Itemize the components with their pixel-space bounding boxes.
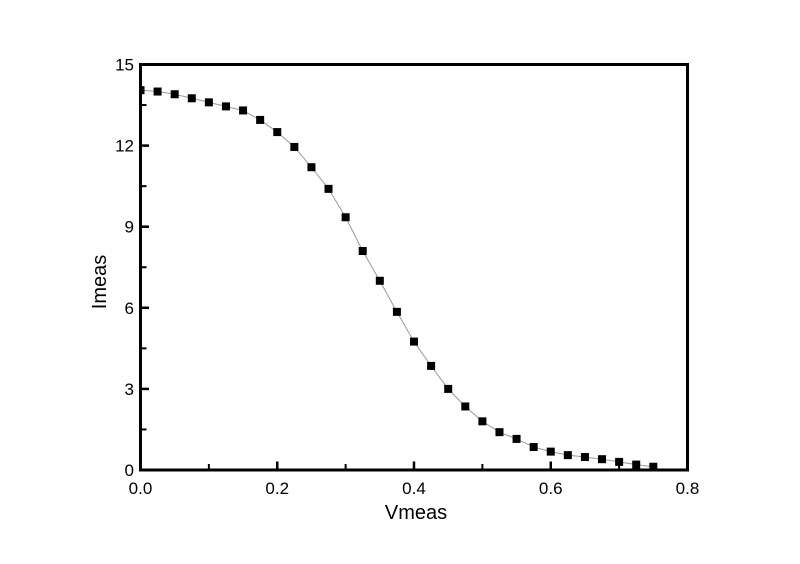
data-point-marker bbox=[142, 86, 145, 95]
x-tick-label: 0.2 bbox=[265, 479, 289, 498]
data-point-marker bbox=[495, 428, 504, 437]
y-tick-labels: 0 3 6 9 12 15 bbox=[115, 56, 134, 481]
data-point-marker bbox=[546, 447, 555, 456]
data-point-marker bbox=[256, 115, 265, 124]
data-point-marker bbox=[632, 460, 641, 469]
data-point-marker bbox=[341, 213, 350, 222]
data-point-marker bbox=[290, 142, 299, 151]
y-axis-label: Imeas bbox=[89, 255, 111, 309]
data-point-marker bbox=[563, 451, 572, 460]
data-point-marker bbox=[478, 417, 487, 426]
data-point-marker bbox=[239, 106, 248, 115]
data-point-marker bbox=[358, 247, 367, 256]
y-tick-label: 6 bbox=[125, 299, 134, 318]
y-tick-label: 15 bbox=[115, 56, 134, 75]
data-point-marker bbox=[461, 402, 470, 411]
data-point-marker bbox=[580, 453, 589, 462]
y-tick-label: 0 bbox=[125, 461, 134, 480]
data-point-marker bbox=[153, 87, 162, 96]
data-point-marker bbox=[221, 102, 230, 111]
x-axis-ticks bbox=[207, 461, 621, 469]
y-tick-label: 3 bbox=[125, 380, 134, 399]
data-point-marker bbox=[187, 94, 196, 103]
x-axis-label: Vmeas bbox=[385, 502, 447, 524]
data-point-marker bbox=[529, 443, 538, 452]
data-point-marker bbox=[392, 307, 401, 316]
data-point-marker bbox=[375, 276, 384, 285]
data-point-marker bbox=[427, 361, 436, 370]
x-tick-label: 0.6 bbox=[539, 479, 563, 498]
y-tick-label: 12 bbox=[115, 137, 134, 156]
series-line bbox=[142, 89, 654, 468]
x-tick-label: 0.8 bbox=[676, 479, 700, 498]
data-point-marker bbox=[615, 457, 624, 466]
x-tick-labels: 0.0 0.2 0.4 0.6 0.8 bbox=[129, 479, 700, 498]
y-axis-ticks bbox=[142, 104, 149, 431]
data-point-marker bbox=[444, 384, 453, 393]
data-point-marker bbox=[170, 90, 179, 99]
data-point-marker bbox=[598, 455, 607, 464]
plot-frame bbox=[139, 63, 689, 472]
data-point-marker bbox=[410, 337, 418, 346]
x-tick-label: 0.0 bbox=[129, 479, 153, 498]
data-point-marker bbox=[649, 462, 658, 469]
data-point-marker bbox=[324, 184, 333, 193]
data-point-marker bbox=[512, 434, 521, 443]
y-tick-label: 9 bbox=[125, 218, 134, 237]
data-point-marker bbox=[204, 98, 213, 107]
data-series bbox=[142, 86, 658, 469]
data-point-marker bbox=[307, 163, 316, 172]
data-point-marker bbox=[273, 128, 282, 137]
x-tick-label: 0.4 bbox=[402, 479, 426, 498]
